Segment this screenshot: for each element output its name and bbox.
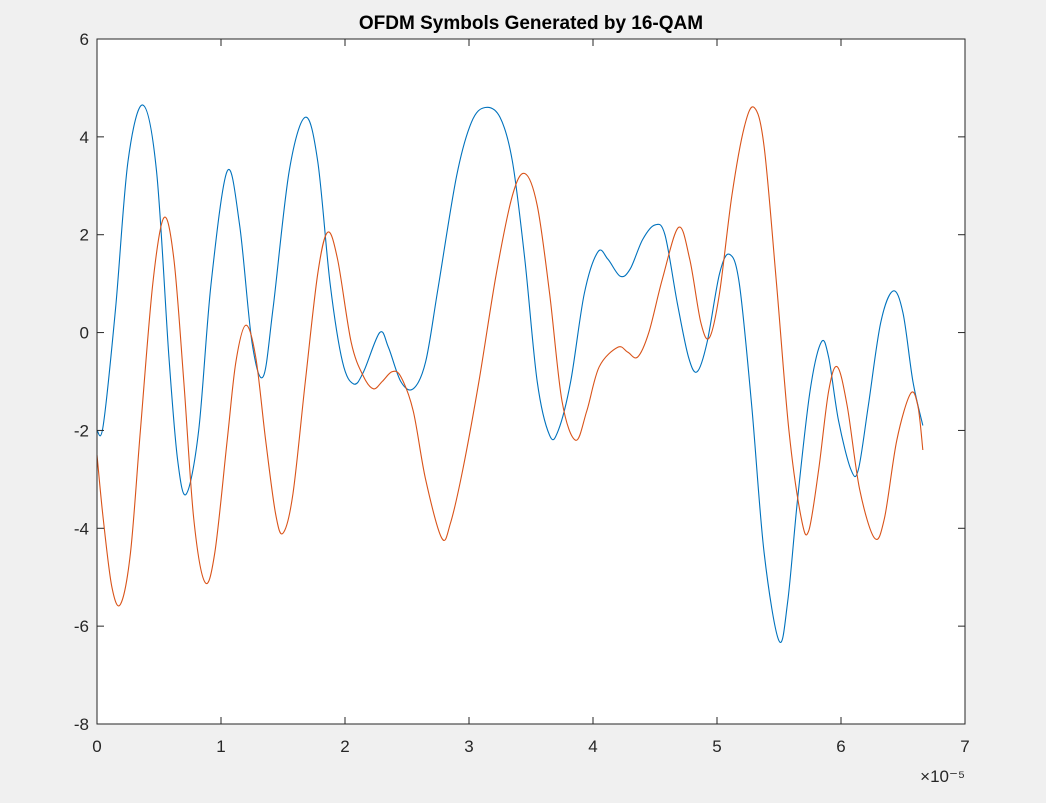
y-tick-label: -8 xyxy=(74,715,89,734)
y-tick-label: -4 xyxy=(74,519,89,538)
x-tick-label: 5 xyxy=(712,737,721,756)
x-tick-label: 4 xyxy=(588,737,597,756)
y-tick-label: 6 xyxy=(80,30,89,49)
series-line-1 xyxy=(96,104,924,644)
y-axis-ticks: -8 -6 -4 -2 0 2 4 6 xyxy=(74,30,965,734)
x-tick-label: 3 xyxy=(464,737,473,756)
x-tick-label: 6 xyxy=(836,737,845,756)
x-tick-label: 7 xyxy=(960,737,969,756)
axes-box xyxy=(96,38,966,725)
y-tick-label: -2 xyxy=(74,421,89,440)
plot-lines xyxy=(96,104,924,644)
chart-title: OFDM Symbols Generated by 16-QAM xyxy=(359,13,703,34)
y-tick-label: 2 xyxy=(80,226,89,245)
series-line-2 xyxy=(96,106,924,607)
y-tick-label: 0 xyxy=(80,324,89,343)
y-tick-label: 4 xyxy=(80,128,89,147)
y-tick-label: -6 xyxy=(74,617,89,636)
axes-background xyxy=(97,39,965,724)
x-axis-ticks: 0 1 2 3 4 5 6 7 xyxy=(92,39,970,756)
x-tick-label: 2 xyxy=(340,737,349,756)
x-exponent-label: ×10⁻⁵ xyxy=(920,767,965,786)
x-tick-label: 1 xyxy=(216,737,225,756)
x-tick-label: 0 xyxy=(92,737,101,756)
